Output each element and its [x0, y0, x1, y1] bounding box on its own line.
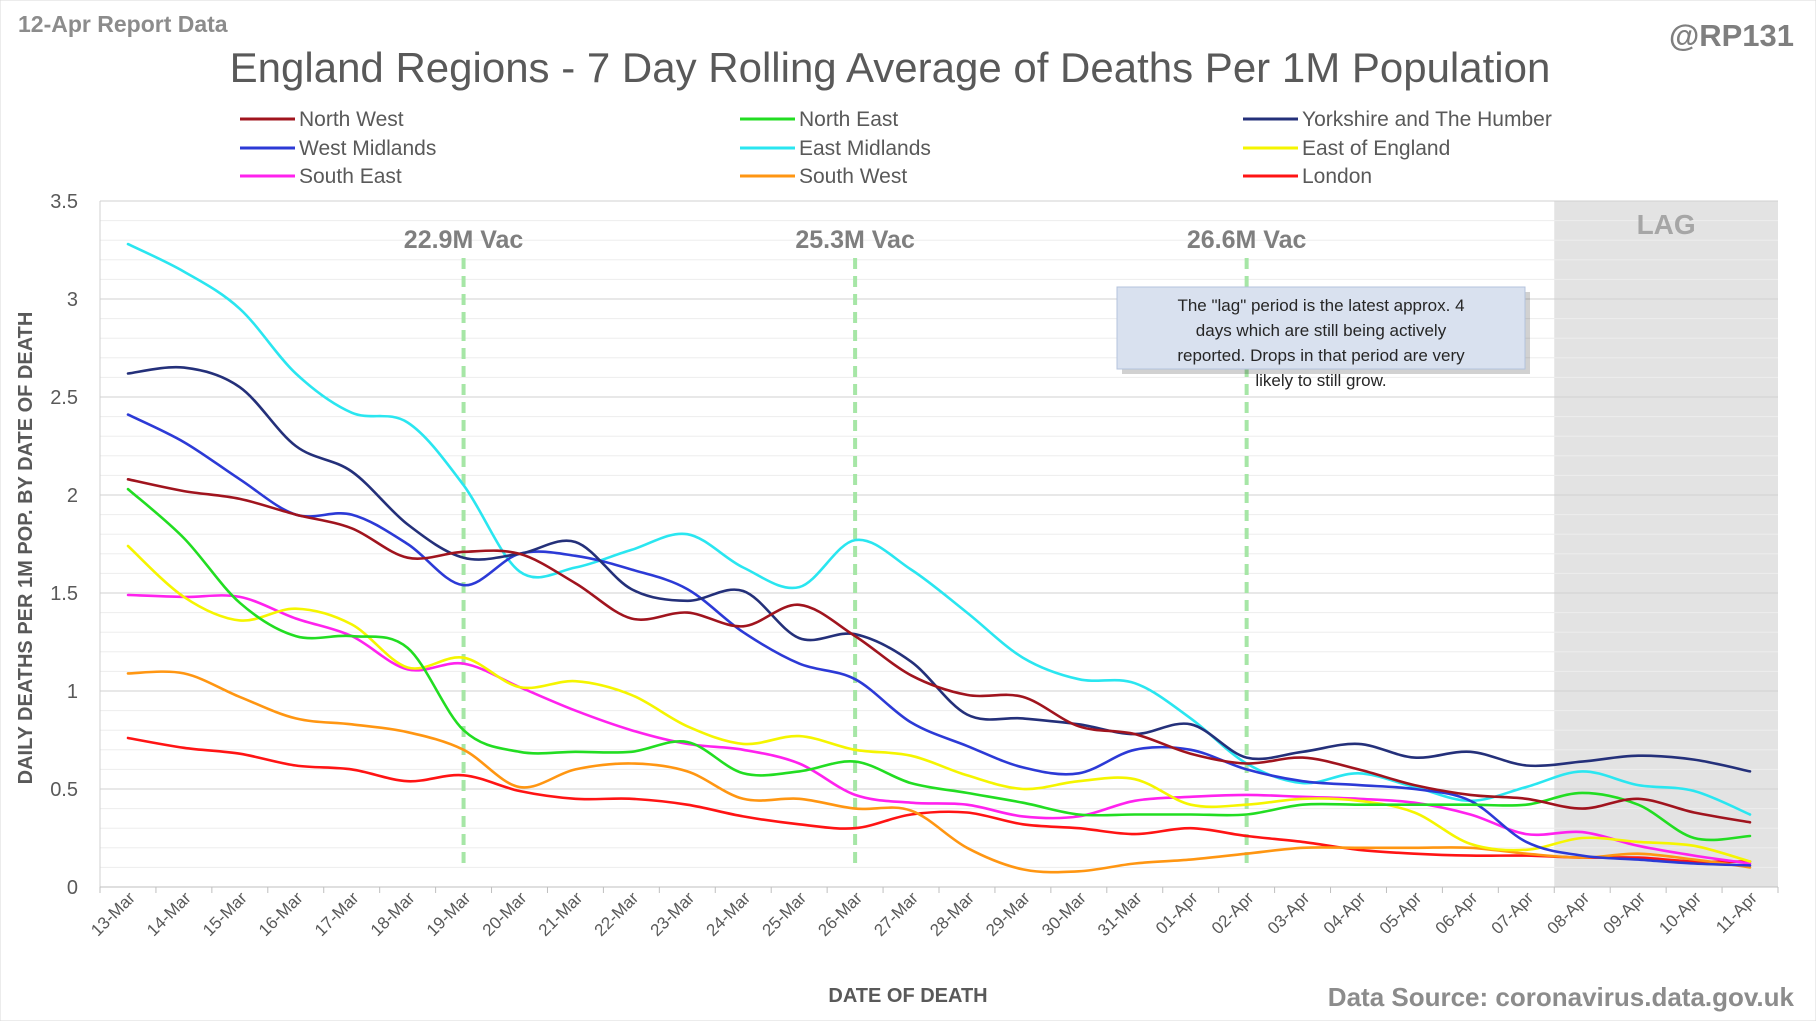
series-line-london [126, 736, 1752, 864]
legend-label-south-east: South East [299, 165, 402, 188]
series-line-south-west [126, 670, 1752, 874]
annotation-line: days which are still being actively [1196, 321, 1447, 340]
y-tick-label: 1 [67, 681, 78, 703]
legend-label-west-midlands: West Midlands [299, 137, 436, 160]
legend-label-north-west: North West [299, 108, 404, 131]
lag-label: LAG [1637, 209, 1696, 240]
lag-annotation-box: The "lag" period is the latest approx. 4… [1116, 286, 1530, 390]
author-handle: @RP131 [1669, 18, 1794, 53]
legend-label-north-east: North East [799, 108, 898, 131]
y-axis-label: DAILY DEATHS PER 1M POP. BY DATE OF DEAT… [15, 312, 37, 785]
y-tick-label: 1.5 [50, 583, 78, 605]
annotation-text: The "lag" period is the latest approx. 4… [1177, 296, 1465, 390]
vaccine-marker-label: 22.9M Vac [404, 226, 524, 254]
legend-label-east-midlands: East Midlands [799, 137, 931, 160]
y-tick-label: 2.5 [50, 387, 78, 409]
x-axis-label: DATE OF DEATH [828, 985, 987, 1007]
y-tick-label: 3.5 [50, 191, 78, 213]
y-tick-label: 0.5 [50, 779, 78, 801]
annotation-line: reported. Drops in that period are very [1177, 346, 1465, 365]
lag-region [1554, 201, 1778, 887]
legend-label-south-west: South West [799, 165, 907, 188]
data-source-label: Data Source: coronavirus.data.gov.uk [1328, 982, 1795, 1012]
legend: North West North East Yorkshire and The Hu… [240, 108, 1552, 188]
vaccine-marker-label: 25.3M Vac [795, 226, 915, 254]
y-tick-label: 2 [67, 485, 78, 507]
legend-label-london: London [1302, 165, 1372, 188]
series-line-north-east [126, 487, 1752, 842]
series-line-south-east [126, 593, 1752, 865]
y-tick-label: 3 [67, 289, 78, 311]
chart-title: England Regions - 7 Day Rolling Average … [230, 44, 1551, 91]
annotation-background [1116, 286, 1526, 370]
series-line-north-west [126, 478, 1752, 824]
annotation-line: likely to still grow. [1255, 371, 1386, 390]
legend-label-yorkshire-and-the-humber: Yorkshire and The Humber [1302, 108, 1552, 131]
annotation-line: The "lag" period is the latest approx. 4 [1177, 296, 1464, 315]
series-line-yorkshire-and-the-humber [126, 365, 1752, 773]
series-line-west-midlands [126, 413, 1752, 867]
series-lines [126, 242, 1752, 874]
y-axis-ticks: 0 0.5 1 1.5 2 2.5 3 3.5 [50, 191, 78, 899]
y-tick-label: 0 [67, 877, 78, 899]
report-date-label: 12-Apr Report Data [18, 11, 228, 37]
legend-label-east-of-england: East of England [1302, 137, 1450, 160]
vaccine-marker-label: 26.6M Vac [1187, 226, 1307, 254]
series-line-east-of-england [126, 544, 1752, 863]
